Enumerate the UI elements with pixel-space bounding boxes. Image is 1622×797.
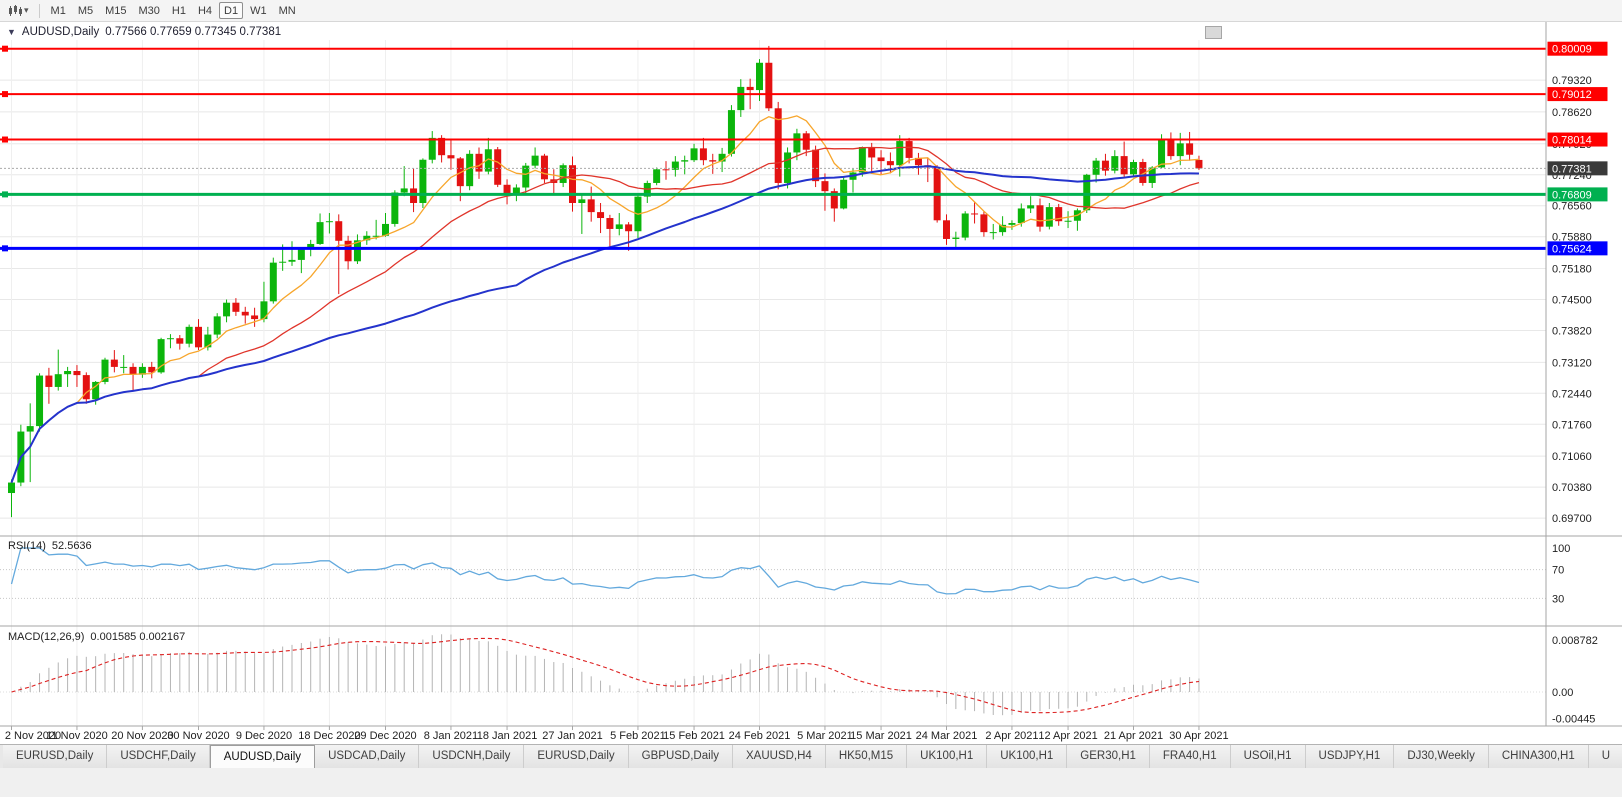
svg-text:5 Feb 2021: 5 Feb 2021	[610, 730, 666, 742]
chart-tab-usdchf-daily[interactable]: USDCHF,Daily	[107, 745, 210, 768]
svg-text:15 Feb 2021: 15 Feb 2021	[663, 730, 725, 742]
bottom-strip	[0, 768, 1622, 797]
chart-tab-usdcad-daily[interactable]: USDCAD,Daily	[315, 745, 420, 768]
svg-text:9 Dec 2020: 9 Dec 2020	[236, 730, 292, 742]
svg-text:5 Mar 2021: 5 Mar 2021	[797, 730, 853, 742]
svg-text:0.71760: 0.71760	[1552, 419, 1592, 431]
chart-tab-china300-h1[interactable]: CHINA300,H1	[1488, 745, 1589, 768]
timeframe-mn-button[interactable]: MN	[278, 4, 296, 17]
timeframe-m5-button[interactable]: M5	[77, 4, 94, 17]
timeframe-m15-button[interactable]: M15	[105, 4, 127, 17]
svg-text:0.73120: 0.73120	[1552, 357, 1592, 369]
chart-scroll-button[interactable]	[1205, 26, 1222, 39]
svg-text:18 Jan 2021: 18 Jan 2021	[477, 730, 538, 742]
timeframe-d1-button[interactable]: D1	[219, 2, 244, 19]
svg-text:29 Dec 2020: 29 Dec 2020	[354, 730, 416, 742]
timeframe-bar: M1 M5 M15 M30 H1 H4 D1 W1 MN	[46, 2, 301, 19]
svg-text:24 Mar 2021: 24 Mar 2021	[916, 730, 978, 742]
svg-text:18 Dec 2020: 18 Dec 2020	[298, 730, 360, 742]
chart-tab-hk50-m15[interactable]: HK50,M15	[825, 745, 908, 768]
svg-text:0.80009: 0.80009	[1552, 44, 1592, 56]
svg-text:0.75880: 0.75880	[1552, 232, 1592, 244]
timeframe-h1-button[interactable]: H1	[171, 4, 186, 17]
chart-type-button[interactable]: ▾	[4, 2, 33, 20]
svg-text:15 Mar 2021: 15 Mar 2021	[850, 730, 912, 742]
timeframe-m30-button[interactable]: M30	[138, 4, 160, 17]
chart-tab-gbpusd-daily[interactable]: GBPUSD,Daily	[628, 745, 733, 768]
chart-tab-eurusd-daily[interactable]: EURUSD,Daily	[3, 745, 108, 768]
svg-text:-0.00445: -0.00445	[1552, 713, 1595, 725]
svg-text:27 Jan 2021: 27 Jan 2021	[542, 730, 603, 742]
svg-text:8 Jan 2021: 8 Jan 2021	[424, 730, 478, 742]
chart-tab-usdjpy-h1[interactable]: USDJPY,H1	[1305, 745, 1395, 768]
svg-text:30: 30	[1552, 593, 1564, 605]
svg-text:0.75180: 0.75180	[1552, 264, 1592, 276]
chart-tab-xauusd-h4[interactable]: XAUUSD,H4	[733, 745, 826, 768]
svg-text:0.69700: 0.69700	[1552, 513, 1592, 525]
svg-text:0.79012: 0.79012	[1552, 89, 1592, 101]
svg-text:0.71060: 0.71060	[1552, 451, 1592, 463]
chart-tab-uk100-h1[interactable]: UK100,H1	[907, 745, 988, 768]
chart-tab-u[interactable]: U	[1588, 745, 1622, 768]
svg-text:0.00: 0.00	[1552, 687, 1573, 699]
svg-text:20 Nov 2020: 20 Nov 2020	[111, 730, 173, 742]
svg-text:0.77381: 0.77381	[1552, 163, 1592, 175]
svg-text:0.76809: 0.76809	[1552, 189, 1592, 201]
chart-tab-ger30-h1[interactable]: GER30,H1	[1067, 745, 1150, 768]
svg-text:12 Apr 2021: 12 Apr 2021	[1038, 730, 1097, 742]
chart-tabs-bar: EURUSD,Daily USDCHF,Daily AUDUSD,Daily USDC…	[0, 744, 1622, 768]
collapse-triangle-icon[interactable]: ▼	[7, 27, 16, 37]
svg-text:0.78014: 0.78014	[1552, 135, 1592, 147]
svg-text:70: 70	[1552, 565, 1564, 577]
chart-tab-eurusd-daily[interactable]: EURUSD,Daily	[524, 745, 629, 768]
chart-canvas[interactable]: 0.793200.786200.779200.772400.765600.758…	[0, 22, 1622, 744]
chart-tab-fra40-h1[interactable]: FRA40,H1	[1149, 745, 1231, 768]
svg-text:0.70380: 0.70380	[1552, 482, 1592, 494]
toolbar-separator	[38, 3, 40, 18]
svg-text:11 Nov 2020: 11 Nov 2020	[46, 730, 108, 742]
candlestick-chart-icon	[9, 4, 22, 16]
svg-text:0.73820: 0.73820	[1552, 325, 1592, 337]
svg-text:0.76560: 0.76560	[1552, 201, 1592, 213]
chart-tab-audusd-daily[interactable]: AUDUSD,Daily	[209, 745, 316, 768]
timeframe-h4-button[interactable]: H4	[197, 4, 213, 17]
svg-text:30 Apr 2021: 30 Apr 2021	[1169, 730, 1228, 742]
svg-text:100: 100	[1552, 543, 1570, 555]
chevron-down-icon: ▾	[24, 5, 29, 15]
svg-text:0.74500: 0.74500	[1552, 295, 1592, 307]
chart-tab-dj30-weekly[interactable]: DJ30,Weekly	[1394, 745, 1489, 768]
svg-text:0.78620: 0.78620	[1552, 107, 1592, 119]
timeframe-toolbar: ▾ M1 M5 M15 M30 H1 H4 D1 W1 MN	[0, 0, 1622, 22]
svg-text:2 Apr 2021: 2 Apr 2021	[985, 730, 1038, 742]
svg-text:24 Feb 2021: 24 Feb 2021	[729, 730, 791, 742]
chart-tab-usoil-h1[interactable]: USOil,H1	[1230, 745, 1306, 768]
timeframe-w1-button[interactable]: W1	[250, 4, 267, 17]
svg-text:0.008782: 0.008782	[1552, 635, 1598, 647]
svg-text:0.75624: 0.75624	[1552, 243, 1592, 255]
chart-tab-usdcnh-daily[interactable]: USDCNH,Daily	[419, 745, 525, 768]
svg-text:2 Nov 2020: 2 Nov 2020	[5, 730, 61, 742]
timeframe-m1-button[interactable]: M1	[50, 4, 66, 17]
chart-tab-uk100-h1[interactable]: UK100,H1	[987, 745, 1068, 768]
svg-text:21 Apr 2021: 21 Apr 2021	[1104, 730, 1163, 742]
svg-text:30 Nov 2020: 30 Nov 2020	[167, 730, 229, 742]
svg-text:0.72440: 0.72440	[1552, 388, 1592, 400]
svg-text:0.79320: 0.79320	[1552, 75, 1592, 87]
